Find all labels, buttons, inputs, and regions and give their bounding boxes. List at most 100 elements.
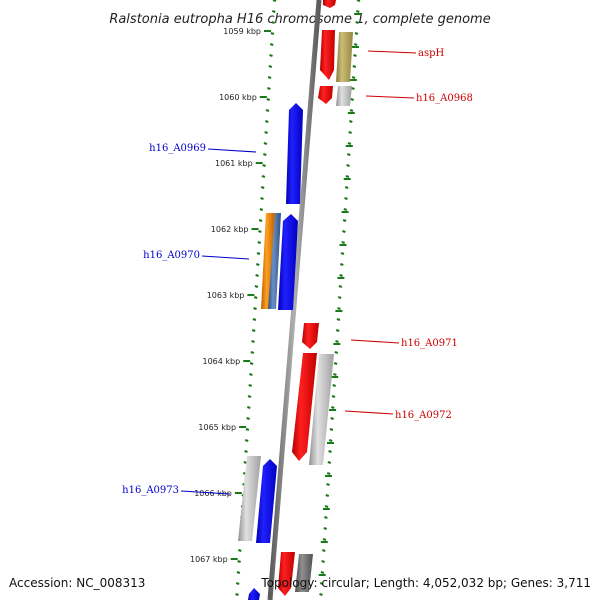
gene-h16_A0970-orange[interactable]: [261, 213, 275, 309]
right-rail-dot: [346, 152, 351, 157]
right-rail-dot: [351, 86, 355, 91]
label-h16_A0970[interactable]: h16_A0970: [143, 250, 200, 261]
right-rail-dot: [354, 31, 359, 36]
gene-h16_A0970-forward[interactable]: [278, 214, 298, 310]
right-rail-dot: [322, 537, 327, 542]
gene-h16_A0970-steel[interactable]: [268, 213, 281, 309]
left-rail-dot: [271, 20, 275, 25]
gene-aspH-gray[interactable]: [336, 32, 353, 82]
right-rail-dot: [337, 295, 342, 300]
label-h16_A0969[interactable]: h16_A0969: [149, 143, 206, 154]
label-aspH[interactable]: aspH: [418, 48, 444, 59]
gene-aspH-top-reverse[interactable]: [323, 0, 336, 8]
leader-h16_A0970: [201, 255, 250, 260]
label-h16_A0971[interactable]: h16_A0971: [401, 338, 458, 349]
right-rail-dot: [333, 361, 338, 366]
right-rail-dot: [328, 438, 333, 443]
gene-features: [238, 0, 353, 600]
label-h16_A0973[interactable]: h16_A0973: [122, 485, 179, 496]
axis-tick-label-1062: 1062 kbp: [211, 225, 249, 234]
gene-h16_A0969-forward[interactable]: [286, 103, 303, 204]
right-rail-dot: [320, 570, 325, 575]
axis-tick-label-1066: 1066 kbp: [194, 489, 232, 498]
right-rail-dot: [351, 75, 356, 80]
topology-text: Topology: circular; Length: 4,052,032 bp…: [261, 576, 591, 590]
right-rail-dot: [355, 9, 360, 14]
right-rail-dot: [330, 416, 334, 421]
right-rail-dot: [342, 218, 347, 223]
right-rail-dot: [333, 372, 337, 377]
left-rail-dot: [260, 196, 264, 201]
gene-h16_A0973-gray[interactable]: [238, 456, 261, 541]
leader-h16_A0973: [180, 490, 231, 495]
right-rail-dot: [326, 482, 330, 487]
gene-h16_A0972-gray[interactable]: [309, 354, 334, 465]
gene-h16_A0972-reverse[interactable]: [292, 353, 317, 461]
left-rail-dot: [264, 130, 268, 135]
gene-h16_A0968-gray[interactable]: [336, 86, 352, 106]
right-rail-dot: [346, 163, 350, 168]
left-rail-dot: [269, 42, 274, 47]
right-rail-dot: [328, 449, 332, 454]
right-rail-dot: [345, 174, 350, 179]
left-rail-dot: [261, 174, 266, 179]
right-rail-dot: [329, 427, 334, 432]
right-rail-dot: [319, 581, 324, 586]
left-rail-dot: [268, 64, 273, 69]
gene-h16_A0971-reverse[interactable]: [302, 323, 319, 349]
right-rail-dot: [342, 229, 346, 234]
label-h16_A0972[interactable]: h16_A0972: [395, 410, 452, 421]
leader-h16_A0968: [365, 95, 415, 99]
gene-aspH-reverse[interactable]: [320, 30, 335, 80]
right-rail-dot: [326, 471, 331, 476]
left-rail-dot: [259, 207, 264, 212]
left-rail-dot: [258, 229, 262, 234]
right-rail-dot: [319, 592, 323, 597]
left-rail-dot: [251, 339, 255, 344]
right-rail-dot: [344, 185, 349, 190]
right-rail-dot: [353, 42, 358, 47]
gene-bottom-reverse[interactable]: [278, 552, 295, 596]
right-rail-dot: [335, 339, 339, 344]
right-rail-dot: [334, 350, 339, 355]
gene-h16_A0968-reverse[interactable]: [318, 86, 333, 104]
left-rail-dot: [248, 383, 253, 388]
right-rail-dot: [348, 130, 352, 135]
right-rail-dot: [336, 317, 341, 322]
left-rail-dot: [235, 592, 239, 597]
axis-tick-label-1065: 1065 kbp: [198, 423, 236, 432]
right-rail-dot: [330, 405, 335, 410]
left-rail-dot: [255, 273, 259, 278]
right-rail-dot: [339, 262, 344, 267]
gene-bottom-forward[interactable]: [248, 588, 260, 600]
left-rail-dot: [267, 75, 272, 80]
left-rail-dot: [249, 372, 253, 377]
left-rail-dot: [256, 251, 261, 256]
right-rail-dot: [323, 526, 328, 531]
left-rail-dot: [271, 9, 276, 14]
label-h16_A0968[interactable]: h16_A0968: [416, 93, 473, 104]
left-rail-dot: [246, 405, 251, 410]
left-rail-dot: [258, 218, 263, 223]
right-rail-dot: [331, 394, 336, 399]
gene-h16_A0973-forward[interactable]: [256, 459, 277, 543]
left-rail-dot: [244, 449, 248, 454]
left-rail-dot: [237, 559, 241, 564]
gene-labels: aspH h16_A0968 h16_A0969 h16_A0970 h16_A…: [122, 48, 473, 496]
left-rail-dot: [250, 350, 255, 355]
right-rail-dot: [340, 251, 345, 256]
right-rail-dot: [341, 240, 346, 245]
right-rail-dot: [347, 141, 352, 146]
right-rail-dot: [356, 0, 361, 3]
left-rail-dot: [263, 141, 268, 146]
left-rail-dot: [236, 570, 241, 575]
right-rail-dot: [355, 20, 359, 25]
right-rail-dot: [343, 207, 348, 212]
right-rail-dot: [338, 284, 343, 289]
left-rail-dot: [253, 295, 258, 300]
position-axis: 1059 kbp 1060 kbp 1061 kbp 1062 kbp 1063 kbp…: [190, 0, 362, 597]
left-rail-dot: [266, 97, 271, 102]
accession-text: Accession: NC_008313: [9, 576, 146, 590]
gene-bottom-dark[interactable]: [295, 554, 313, 592]
